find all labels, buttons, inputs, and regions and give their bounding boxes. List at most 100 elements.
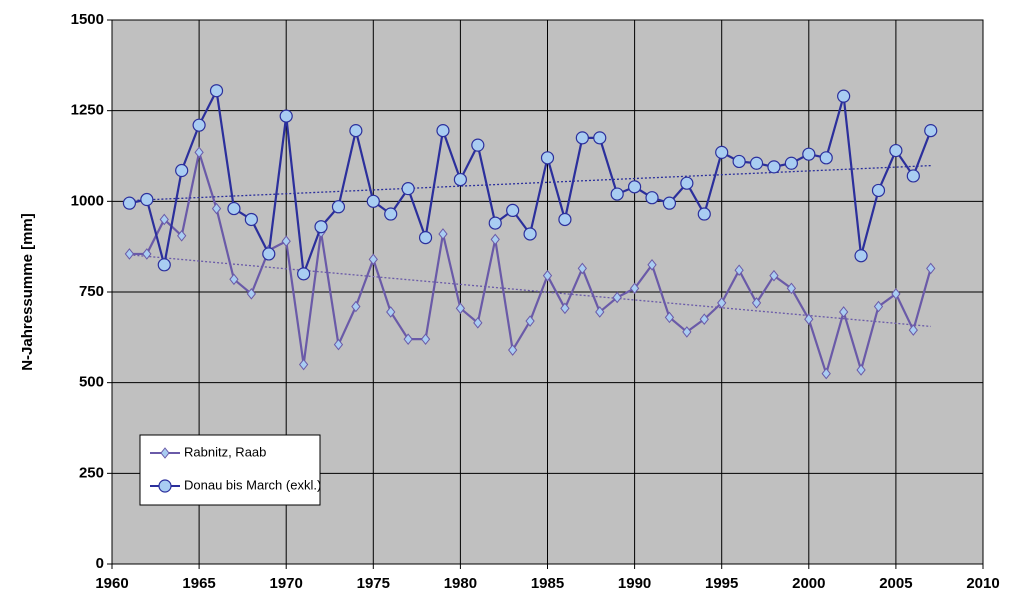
marker [906, 169, 920, 183]
marker [349, 124, 363, 138]
x-tick-label: 2000 [792, 575, 825, 592]
y-axis-label: N-Jahressumme [mm] [19, 213, 36, 371]
marker [804, 313, 814, 326]
marker [889, 143, 903, 158]
marker [471, 138, 485, 152]
marker [593, 131, 607, 145]
marker [802, 147, 816, 161]
marker [194, 146, 204, 159]
marker [664, 311, 675, 324]
marker [926, 262, 936, 275]
marker [386, 306, 396, 318]
marker [140, 192, 154, 207]
marker [403, 333, 413, 345]
marker [438, 228, 448, 240]
marker [262, 247, 276, 261]
marker [891, 288, 901, 300]
marker [577, 262, 587, 275]
marker [717, 297, 727, 309]
x-tick-label: 1995 [705, 575, 738, 592]
trend-line [129, 164, 931, 202]
marker [177, 229, 187, 242]
marker [819, 151, 833, 165]
marker [368, 253, 378, 266]
y-tick-label: 1250 [71, 102, 104, 119]
marker [821, 367, 831, 380]
x-tick-label: 1970 [270, 575, 303, 592]
marker [314, 220, 328, 234]
x-tick-label: 1990 [618, 575, 651, 592]
marker [124, 248, 135, 260]
y-tick-label: 1000 [71, 192, 104, 209]
legend-marker [160, 447, 170, 459]
marker [769, 269, 779, 282]
y-tick-label: 250 [79, 464, 104, 481]
marker [856, 364, 866, 376]
marker [838, 306, 849, 318]
marker [246, 288, 257, 300]
marker [333, 338, 344, 351]
marker [610, 187, 624, 201]
marker [767, 160, 781, 174]
marker [854, 249, 868, 263]
marker [229, 273, 239, 286]
marker [331, 200, 346, 214]
marker [558, 212, 572, 227]
plot-border [111, 19, 984, 565]
marker [473, 317, 483, 329]
marker [297, 267, 311, 281]
marker [560, 302, 570, 315]
marker [420, 333, 431, 345]
marker [751, 297, 762, 309]
marker [159, 213, 169, 226]
marker [715, 145, 729, 159]
marker [506, 203, 520, 217]
marker [682, 326, 692, 338]
x-tick-label: 1960 [95, 575, 128, 592]
marker [734, 264, 744, 277]
marker [455, 302, 466, 315]
marker [540, 151, 555, 165]
marker [384, 207, 398, 221]
marker [351, 300, 361, 313]
marker [612, 291, 622, 304]
legend [139, 434, 321, 506]
marker [175, 163, 189, 178]
marker [488, 216, 502, 230]
x-tick-label: 1975 [357, 575, 390, 592]
marker [627, 180, 642, 194]
x-tick-label: 2010 [966, 575, 999, 592]
marker [157, 258, 171, 272]
marker [523, 227, 537, 241]
marker [281, 235, 291, 248]
legend-label: Rabnitz, Raab [184, 444, 266, 459]
marker [211, 202, 222, 215]
x-tick-label: 1980 [444, 575, 477, 592]
marker [871, 183, 886, 198]
marker [227, 201, 241, 216]
marker [595, 306, 605, 318]
marker [401, 182, 415, 196]
marker [298, 358, 309, 371]
marker [873, 300, 884, 313]
marker [732, 154, 746, 169]
marker [647, 258, 657, 271]
marker [418, 231, 433, 245]
marker [209, 84, 224, 98]
marker [142, 248, 152, 260]
marker [508, 344, 518, 356]
marker [837, 89, 851, 103]
marker [629, 282, 640, 295]
x-tick-label: 1965 [182, 575, 215, 592]
x-tick-label: 2005 [879, 575, 912, 592]
x-tick-label: 1985 [531, 575, 564, 592]
marker [453, 172, 467, 187]
legend-marker [158, 479, 172, 493]
marker [490, 233, 500, 246]
marker [542, 269, 553, 282]
marker [699, 313, 709, 326]
marker [924, 124, 938, 138]
marker [279, 109, 293, 123]
marker [244, 212, 258, 227]
